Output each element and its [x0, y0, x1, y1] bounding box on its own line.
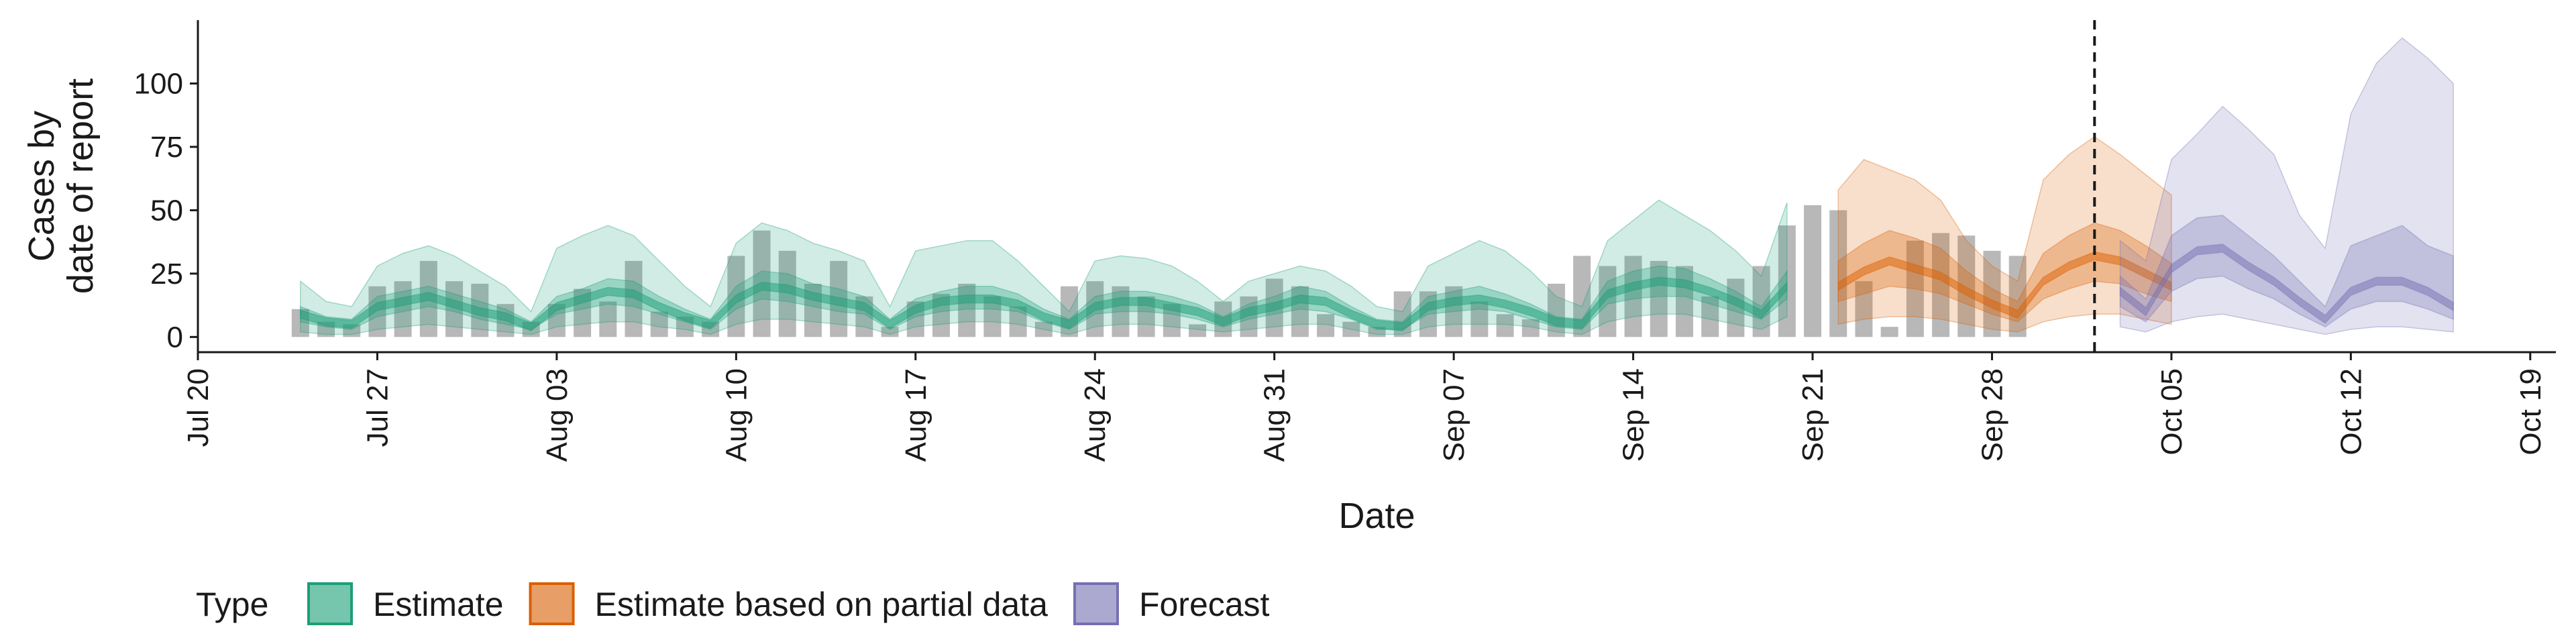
bar [1368, 327, 1386, 337]
estimate-based-on-partial-data-ci90-band [1837, 136, 2172, 333]
forecast-median-band [2119, 244, 2454, 324]
x-tick-label: Aug 03 [541, 368, 574, 462]
bar [1445, 286, 1463, 337]
x-tick-label: Oct 19 [2514, 368, 2547, 455]
y-tick-label: 75 [150, 131, 183, 164]
x-tick-label: Aug 17 [900, 368, 932, 462]
legend-swatch [307, 582, 353, 625]
ribbons [300, 37, 2454, 335]
bar [1880, 327, 1898, 337]
bar [1470, 301, 1489, 337]
y-axis-title: Cases bydate of report [21, 78, 101, 294]
bar [1189, 324, 1207, 337]
forecast-ci90-band [2119, 37, 2454, 335]
y-tick-label: 0 [167, 321, 183, 354]
bar [1829, 210, 1847, 337]
forecast-ci50-band [2119, 215, 2454, 328]
x-tick-label: Jul 20 [182, 368, 215, 447]
bar [394, 281, 412, 337]
estimate-based-on-partial-data-median-band [1837, 251, 2172, 319]
bar [1675, 266, 1693, 337]
bar [1061, 286, 1079, 337]
x-tick-label: Sep 28 [1976, 368, 2008, 462]
y-tick-label: 100 [134, 67, 183, 100]
bar [1521, 319, 1540, 337]
bar [1906, 240, 1924, 337]
bar [1778, 225, 1796, 337]
x-tick-label: Oct 12 [2334, 368, 2367, 455]
x-tick-label: Sep 07 [1438, 368, 1470, 462]
bar [881, 327, 899, 337]
bar [1496, 314, 1514, 337]
bar [1624, 256, 1642, 337]
bar [599, 301, 617, 337]
bar [650, 311, 668, 337]
y-axis-title-line: Cases by [21, 111, 62, 262]
bar [1932, 233, 1950, 337]
axes: 0 25 50 75 100 Jul 20 Jul 27 Aug 03 Aug 10 Aug 17… [21, 20, 2556, 536]
legend-label: Estimate based on partial data [595, 586, 1049, 623]
y-tick-label: 25 [150, 258, 183, 290]
bar [1112, 286, 1130, 337]
bar [1650, 260, 1668, 337]
bar [1291, 286, 1309, 337]
bar [1034, 321, 1053, 337]
bar [1983, 250, 2001, 337]
legend-title: Type [196, 586, 268, 623]
bar [1804, 205, 1822, 337]
y-tick-label: 50 [150, 194, 183, 227]
bar [1752, 266, 1770, 337]
x-tick-label: Sep 21 [1796, 368, 1829, 462]
estimate-ci90-band [300, 199, 1788, 335]
y-axis-title-line: date of report [60, 78, 101, 294]
bar [2008, 256, 2027, 337]
bar [1317, 314, 1335, 337]
estimate-based-on-partial-data-ci50-band [1837, 222, 2172, 323]
bar [1009, 306, 1027, 337]
bar [1547, 283, 1565, 337]
bar [1701, 296, 1719, 337]
x-tick-label: Aug 31 [1258, 368, 1291, 462]
x-axis-title: Date [1338, 496, 1415, 536]
legend-swatch [529, 582, 575, 625]
legend: Type Estimate Estimate based on partial da… [196, 582, 1270, 625]
legend-label: Forecast [1139, 586, 1270, 623]
x-tick-label: Oct 05 [2155, 368, 2188, 455]
bar [1855, 281, 1873, 337]
bar [1342, 321, 1360, 337]
x-tick-label: Aug 10 [720, 368, 753, 462]
x-tick-label: Aug 24 [1079, 368, 1112, 462]
legend-label: Estimate [373, 586, 504, 623]
x-tick-label: Jul 27 [361, 368, 394, 447]
legend-swatch [1073, 582, 1119, 625]
bar [958, 283, 976, 337]
estimate-median-band [300, 276, 1788, 332]
x-tick-label: Sep 14 [1617, 368, 1650, 462]
